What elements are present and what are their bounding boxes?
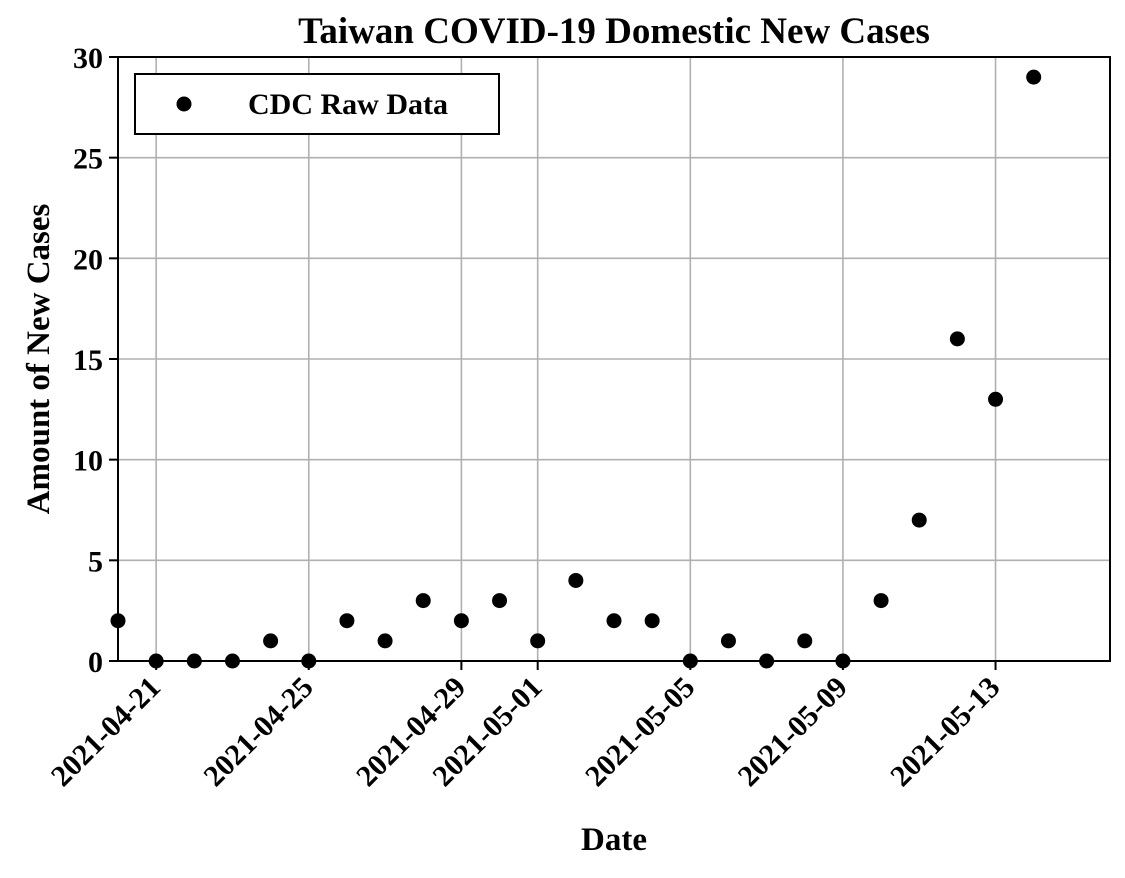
y-tick-label: 25 xyxy=(73,143,103,176)
x-tick-label: 2021-04-25 xyxy=(197,671,319,793)
data-point xyxy=(873,593,889,609)
data-point xyxy=(797,633,813,649)
x-tick-label: 2021-05-05 xyxy=(579,671,701,793)
legend-marker xyxy=(176,96,192,112)
legend-box xyxy=(134,73,500,135)
y-axis-label: Amount of New Cases xyxy=(21,203,57,514)
x-tick-label: 2021-04-21 xyxy=(45,671,167,793)
data-point xyxy=(110,613,126,629)
data-point xyxy=(644,613,660,629)
data-point xyxy=(530,633,546,649)
data-point xyxy=(453,613,469,629)
data-point xyxy=(339,613,355,629)
chart-title: Taiwan COVID-19 Domestic New Cases xyxy=(298,11,930,52)
y-tick-label: 30 xyxy=(73,42,103,75)
y-tick-label: 20 xyxy=(73,243,103,276)
data-point xyxy=(988,391,1004,407)
data-point xyxy=(568,572,584,588)
data-point xyxy=(720,633,736,649)
x-axis-label: Date xyxy=(581,822,647,858)
data-point xyxy=(301,653,317,669)
data-point xyxy=(224,653,240,669)
data-point xyxy=(263,633,279,649)
grid xyxy=(118,56,1110,662)
x-tick-label: 2021-05-13 xyxy=(884,671,1006,793)
legend-label: CDC Raw Data xyxy=(248,88,448,121)
data-point xyxy=(1026,69,1042,85)
data-point xyxy=(911,512,927,528)
data-point xyxy=(377,633,393,649)
y-tick-label: 5 xyxy=(88,545,103,578)
x-tick-label: 2021-05-09 xyxy=(732,671,854,793)
data-point xyxy=(492,593,508,609)
data-point xyxy=(682,653,698,669)
y-tick-label: 10 xyxy=(73,445,103,478)
x-axis: 2021-04-21 2021-04-25 2021-04-292021-05-01… xyxy=(45,661,1006,793)
legend: CDC Raw Data xyxy=(134,73,500,135)
data-point xyxy=(949,331,965,347)
y-axis: 0 5 10 15 20 25 30 xyxy=(73,42,118,679)
data-point xyxy=(606,613,622,629)
data-points xyxy=(110,69,1042,669)
data-point xyxy=(835,653,851,669)
data-point xyxy=(186,653,202,669)
data-point xyxy=(148,653,164,669)
data-point xyxy=(759,653,775,669)
data-point xyxy=(415,593,431,609)
y-tick-label: 0 xyxy=(88,646,103,679)
y-tick-label: 15 xyxy=(73,344,103,377)
